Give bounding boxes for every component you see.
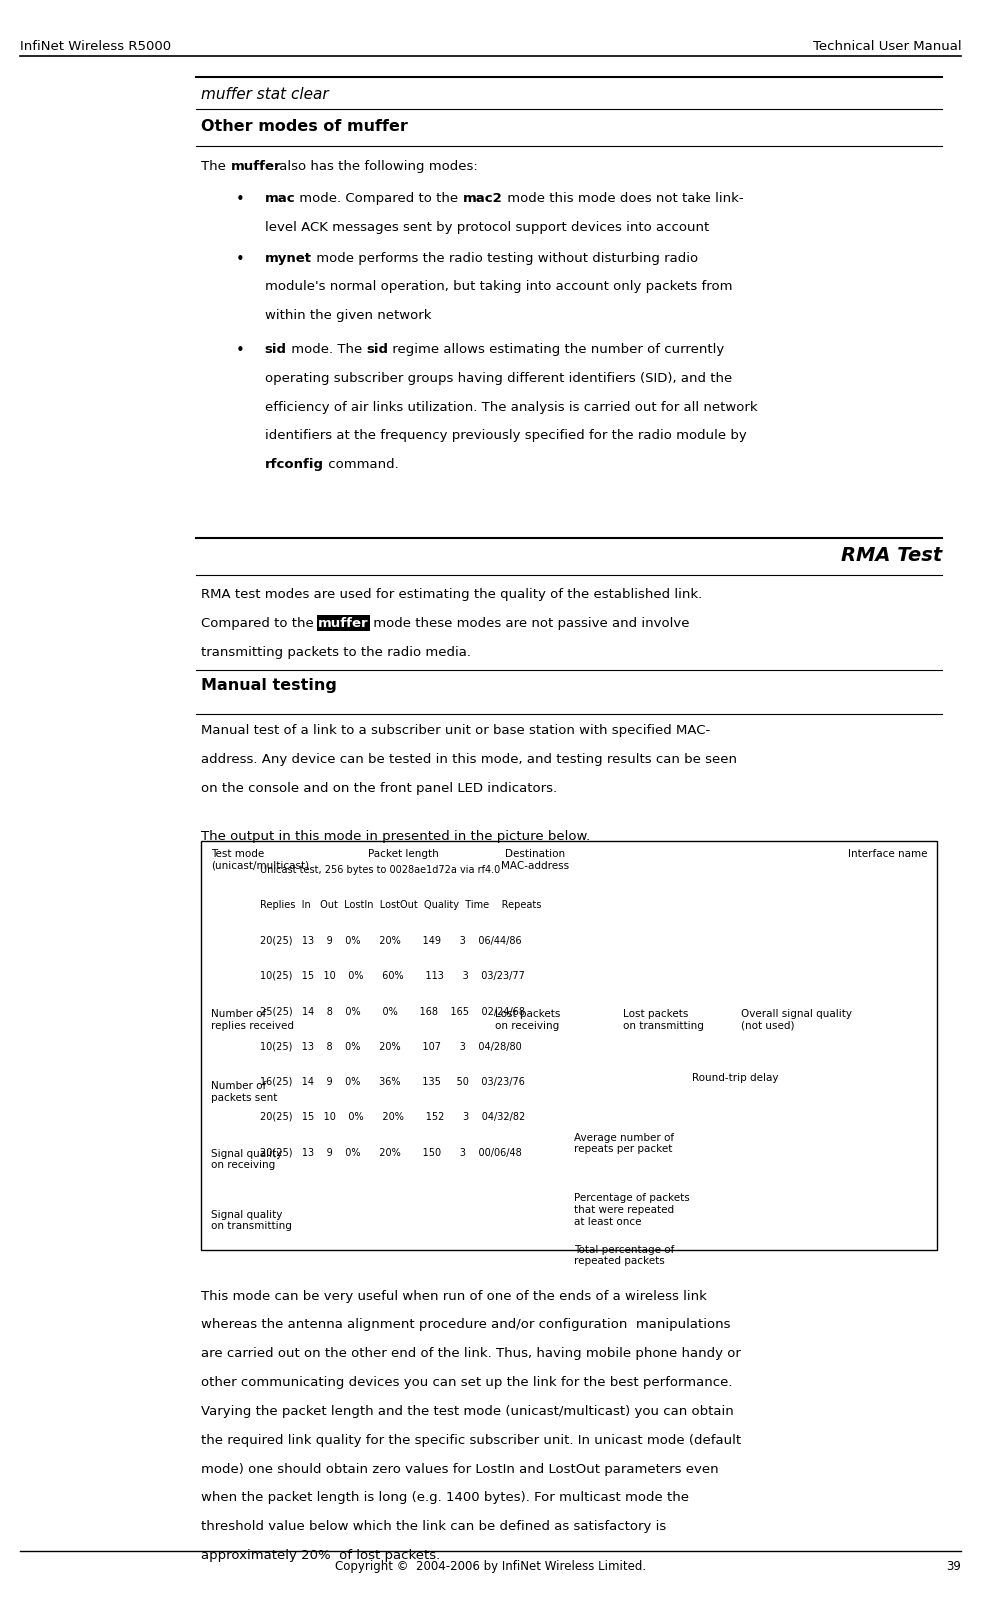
Text: Round-trip delay: Round-trip delay: [692, 1073, 778, 1083]
Text: muffer: muffer: [231, 160, 282, 173]
Text: when the packet length is long (e.g. 1400 bytes). For multicast mode the: when the packet length is long (e.g. 140…: [201, 1491, 689, 1504]
Text: identifiers at the frequency previously specified for the radio module by: identifiers at the frequency previously …: [265, 429, 747, 442]
Text: mode this mode does not take link-: mode this mode does not take link-: [502, 192, 744, 205]
Text: Manual testing: Manual testing: [201, 678, 337, 692]
Text: 16(25)   14    9    0%      36%       135     50    03/23/76: 16(25) 14 9 0% 36% 135 50 03/23/76: [260, 1077, 525, 1086]
Text: Number of
packets sent: Number of packets sent: [211, 1081, 278, 1102]
Text: approximately 20%  of lost packets.: approximately 20% of lost packets.: [201, 1549, 440, 1562]
Text: other communicating devices you can set up the link for the best performance.: other communicating devices you can set …: [201, 1376, 733, 1389]
Text: mode. Compared to the: mode. Compared to the: [295, 192, 463, 205]
Text: •: •: [235, 252, 244, 266]
Text: Overall signal quality
(not used): Overall signal quality (not used): [741, 1009, 852, 1030]
Text: mac2: mac2: [463, 192, 502, 205]
Text: muffer: muffer: [318, 617, 369, 630]
Text: Manual test of a link to a subscriber unit or base station with specified MAC-: Manual test of a link to a subscriber un…: [201, 724, 710, 737]
Text: 20(25)   15   10    0%      20%       152      3    04/32/82: 20(25) 15 10 0% 20% 152 3 04/32/82: [260, 1112, 525, 1121]
Text: Number of
replies received: Number of replies received: [211, 1009, 294, 1030]
Text: 20(25)   13    9    0%      20%       150      3    00/06/48: 20(25) 13 9 0% 20% 150 3 00/06/48: [260, 1147, 522, 1157]
Text: Percentage of packets
that were repeated
at least once: Percentage of packets that were repeated…: [574, 1193, 690, 1227]
Text: are carried out on the other end of the link. Thus, having mobile phone handy or: are carried out on the other end of the …: [201, 1347, 741, 1360]
Text: muffer stat clear: muffer stat clear: [201, 87, 329, 101]
Text: Copyright ©  2004-2006 by InfiNet Wireless Limited.: Copyright © 2004-2006 by InfiNet Wireles…: [335, 1560, 646, 1573]
Text: 10(25)   13    8    0%      20%       107      3    04/28/80: 10(25) 13 8 0% 20% 107 3 04/28/80: [260, 1041, 522, 1051]
Text: InfiNet Wireless R5000: InfiNet Wireless R5000: [20, 40, 171, 53]
Text: efficiency of air links utilization. The analysis is carried out for all network: efficiency of air links utilization. The…: [265, 400, 757, 413]
Text: 25(25)   14    8    0%       0%       168    165    02/24/68: 25(25) 14 8 0% 0% 168 165 02/24/68: [260, 1006, 525, 1016]
Text: sid: sid: [366, 343, 388, 356]
Text: Lost packets
on transmitting: Lost packets on transmitting: [623, 1009, 703, 1030]
Text: sid: sid: [265, 343, 286, 356]
Text: Signal quality
on receiving: Signal quality on receiving: [211, 1149, 283, 1169]
Text: Other modes of muffer: Other modes of muffer: [201, 119, 408, 133]
Text: mode) one should obtain zero values for LostIn and LostOut parameters even: mode) one should obtain zero values for …: [201, 1463, 719, 1475]
Text: Varying the packet length and the test mode (unicast/multicast) you can obtain: Varying the packet length and the test m…: [201, 1405, 734, 1418]
Text: Lost packets
on receiving: Lost packets on receiving: [495, 1009, 561, 1030]
Text: also has the following modes:: also has the following modes:: [275, 160, 478, 173]
Text: RMA Test: RMA Test: [841, 546, 942, 566]
Text: The: The: [201, 160, 231, 173]
Text: threshold value below which the link can be defined as satisfactory is: threshold value below which the link can…: [201, 1520, 666, 1533]
Text: within the given network: within the given network: [265, 309, 432, 322]
Text: mode these modes are not passive and involve: mode these modes are not passive and inv…: [369, 617, 690, 630]
Text: module's normal operation, but taking into account only packets from: module's normal operation, but taking in…: [265, 280, 733, 293]
Text: rfconfig: rfconfig: [265, 458, 324, 471]
Text: command.: command.: [324, 458, 398, 471]
Text: the required link quality for the specific subscriber unit. In unicast mode (def: the required link quality for the specif…: [201, 1434, 742, 1447]
Text: Unicast test, 256 bytes to 0028ae1d72a via rf4.0: Unicast test, 256 bytes to 0028ae1d72a v…: [260, 865, 500, 875]
Text: Technical User Manual: Technical User Manual: [812, 40, 961, 53]
Text: level ACK messages sent by protocol support devices into account: level ACK messages sent by protocol supp…: [265, 221, 709, 234]
Text: mode. The: mode. The: [286, 343, 366, 356]
Text: Destination
MAC-address: Destination MAC-address: [500, 849, 569, 870]
Text: •: •: [235, 192, 244, 207]
Text: The output in this mode in presented in the picture below.: The output in this mode in presented in …: [201, 830, 591, 843]
Text: Signal quality
on transmitting: Signal quality on transmitting: [211, 1210, 291, 1230]
Text: operating subscriber groups having different identifiers (SID), and the: operating subscriber groups having diffe…: [265, 372, 732, 384]
Text: Packet length: Packet length: [368, 849, 439, 859]
FancyBboxPatch shape: [201, 841, 937, 1250]
Text: RMA test modes are used for estimating the quality of the established link.: RMA test modes are used for estimating t…: [201, 588, 702, 601]
Text: 39: 39: [947, 1560, 961, 1573]
Text: Total percentage of
repeated packets: Total percentage of repeated packets: [574, 1245, 674, 1266]
Text: mynet: mynet: [265, 252, 312, 264]
Text: mac: mac: [265, 192, 295, 205]
Text: Average number of
repeats per packet: Average number of repeats per packet: [574, 1133, 674, 1153]
Text: •: •: [235, 343, 244, 357]
Text: whereas the antenna alignment procedure and/or configuration  manipulations: whereas the antenna alignment procedure …: [201, 1318, 731, 1331]
Text: This mode can be very useful when run of one of the ends of a wireless link: This mode can be very useful when run of…: [201, 1290, 707, 1302]
Text: Test mode
(unicast/multicast): Test mode (unicast/multicast): [211, 849, 309, 870]
Text: 10(25)   15   10    0%      60%       113      3    03/23/77: 10(25) 15 10 0% 60% 113 3 03/23/77: [260, 971, 525, 980]
Text: on the console and on the front panel LED indicators.: on the console and on the front panel LE…: [201, 782, 557, 795]
Text: address. Any device can be tested in this mode, and testing results can be seen: address. Any device can be tested in thi…: [201, 753, 737, 766]
Text: Compared to the: Compared to the: [201, 617, 318, 630]
Text: Interface name: Interface name: [848, 849, 927, 859]
Text: transmitting packets to the radio media.: transmitting packets to the radio media.: [201, 646, 471, 658]
Text: 20(25)   13    9    0%      20%       149      3    06/44/86: 20(25) 13 9 0% 20% 149 3 06/44/86: [260, 936, 522, 945]
Text: regime allows estimating the number of currently: regime allows estimating the number of c…: [388, 343, 725, 356]
Text: Replies  In   Out  LostIn  LostOut  Quality  Time    Repeats: Replies In Out LostIn LostOut Quality Ti…: [260, 900, 542, 910]
Text: mode performs the radio testing without disturbing radio: mode performs the radio testing without …: [312, 252, 698, 264]
